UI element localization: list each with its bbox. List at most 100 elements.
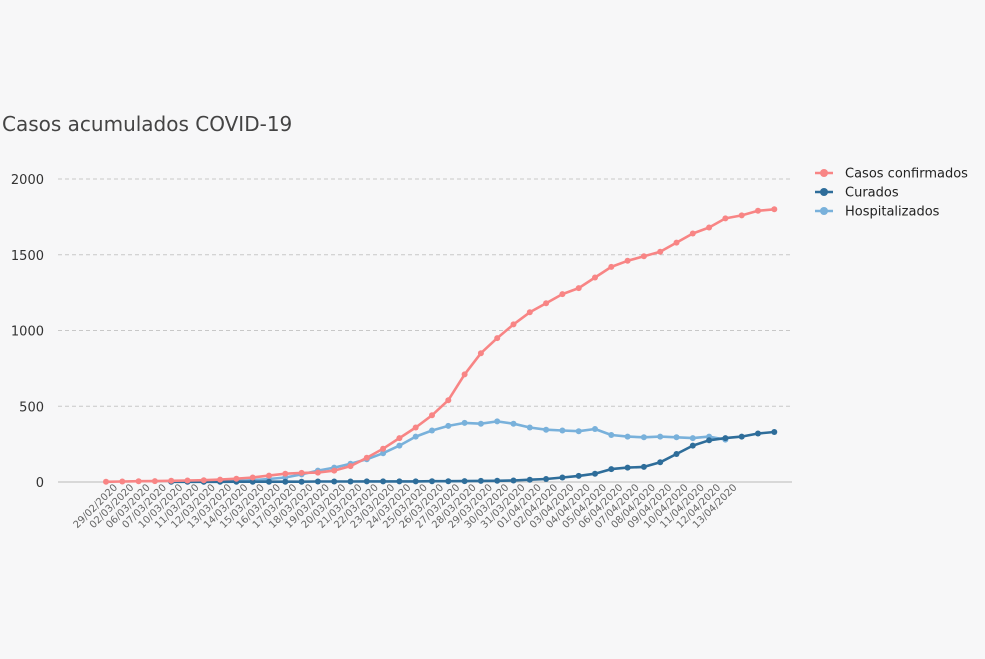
data-point-curados	[559, 474, 566, 481]
data-point-hospitalizados	[624, 433, 631, 440]
legend-marker-hospitalizados	[820, 207, 828, 215]
data-point-casos-confirmados	[282, 470, 289, 477]
legend-marker-curados	[820, 188, 828, 196]
data-point-casos-confirmados	[624, 257, 631, 264]
data-point-curados	[282, 478, 289, 485]
legend-marker-casos-confirmados	[820, 169, 828, 177]
data-point-curados	[494, 477, 501, 484]
data-point-curados	[331, 478, 338, 485]
data-point-hospitalizados	[477, 420, 484, 427]
data-point-curados	[412, 478, 419, 485]
legend-label-hospitalizados: Hospitalizados	[845, 205, 940, 220]
grid-lines	[58, 178, 792, 483]
data-point-casos-confirmados	[559, 291, 566, 298]
data-point-hospitalizados	[510, 420, 517, 427]
data-point-casos-confirmados	[380, 445, 387, 452]
data-point-casos-confirmados	[168, 477, 175, 484]
legend-label-curados: Curados	[845, 186, 899, 201]
data-point-hospitalizados	[396, 442, 403, 449]
data-point-casos-confirmados	[151, 478, 158, 485]
y-tick-label: 500	[19, 400, 44, 415]
data-point-hospitalizados	[575, 428, 582, 435]
y-tick-label: 2000	[11, 173, 44, 188]
data-point-curados	[673, 451, 680, 457]
data-point-curados	[477, 477, 484, 484]
data-point-curados	[706, 437, 713, 444]
data-point-curados	[363, 478, 370, 485]
data-point-hospitalizados	[380, 450, 387, 457]
data-point-curados	[249, 478, 256, 485]
data-point-curados	[738, 433, 745, 440]
data-point-casos-confirmados	[135, 478, 142, 485]
y-tick-label: 0	[36, 476, 44, 491]
data-point-casos-confirmados	[722, 215, 729, 222]
data-point-curados	[298, 478, 305, 485]
data-point-curados	[624, 464, 631, 471]
data-point-casos-confirmados	[592, 274, 598, 281]
chart-title: Casos acumulados COVID-19	[2, 112, 292, 136]
data-point-hospitalizados	[689, 435, 696, 442]
data-point-casos-confirmados	[510, 321, 517, 328]
data-point-casos-confirmados	[575, 285, 582, 292]
y-axis: 0 500 1000 1500 2000	[11, 173, 44, 491]
data-point-casos-confirmados	[266, 472, 272, 479]
data-point-casos-confirmados	[771, 206, 778, 213]
x-axis: 29/02/202002/03/202006/03/202007/03/2020…	[72, 482, 740, 531]
data-point-curados	[592, 470, 598, 477]
legend-label-casos-confirmados: Casos confirmados	[845, 167, 968, 182]
data-point-casos-confirmados	[200, 477, 207, 484]
data-point-casos-confirmados	[314, 469, 321, 476]
data-point-hospitalizados	[640, 434, 647, 441]
data-point-casos-confirmados	[445, 397, 452, 404]
data-point-curados	[640, 463, 647, 470]
data-point-casos-confirmados	[706, 224, 713, 231]
data-point-curados	[543, 476, 550, 482]
data-point-casos-confirmados	[640, 253, 647, 260]
data-point-casos-confirmados	[363, 454, 370, 461]
data-point-casos-confirmados	[103, 478, 109, 485]
data-point-casos-confirmados	[412, 424, 419, 431]
data-point-curados	[755, 430, 761, 437]
data-point-hospitalizados	[673, 434, 680, 441]
series-group	[103, 206, 778, 485]
data-point-casos-confirmados	[233, 475, 240, 482]
data-point-curados	[575, 472, 582, 479]
data-point-casos-confirmados	[429, 412, 435, 419]
data-point-curados	[445, 478, 452, 485]
data-point-hospitalizados	[526, 424, 533, 431]
data-point-curados	[314, 478, 321, 485]
data-point-curados	[722, 435, 729, 442]
data-point-curados	[380, 478, 387, 485]
data-point-casos-confirmados	[217, 476, 224, 483]
data-point-casos-confirmados	[477, 350, 484, 357]
data-point-curados	[510, 477, 517, 484]
data-point-casos-confirmados	[494, 335, 501, 342]
legend: Casos confirmados Curados Hospitalizados	[815, 167, 968, 220]
data-point-hospitalizados	[461, 419, 468, 426]
data-point-hospitalizados	[592, 426, 598, 432]
data-point-casos-confirmados	[689, 230, 696, 237]
data-point-curados	[608, 466, 615, 473]
data-point-curados	[266, 478, 272, 485]
data-point-casos-confirmados	[738, 212, 745, 219]
data-point-casos-confirmados	[331, 467, 338, 474]
data-point-casos-confirmados	[526, 309, 533, 316]
y-tick-label: 1000	[11, 325, 44, 340]
data-point-curados	[347, 478, 354, 485]
y-tick-label: 1500	[11, 249, 44, 264]
data-point-curados	[429, 478, 435, 485]
data-point-casos-confirmados	[249, 474, 256, 481]
data-point-hospitalizados	[445, 422, 452, 429]
data-point-curados	[771, 429, 778, 435]
data-point-hospitalizados	[559, 427, 566, 434]
data-point-casos-confirmados	[347, 463, 354, 470]
data-point-hospitalizados	[543, 426, 550, 433]
data-point-hospitalizados	[657, 433, 664, 440]
data-point-hospitalizados	[429, 427, 435, 434]
series-line-curados	[171, 430, 775, 484]
series-line-hospitalizados	[203, 420, 726, 483]
data-point-casos-confirmados	[755, 207, 761, 214]
data-point-curados	[461, 478, 468, 485]
data-point-curados	[657, 459, 664, 466]
